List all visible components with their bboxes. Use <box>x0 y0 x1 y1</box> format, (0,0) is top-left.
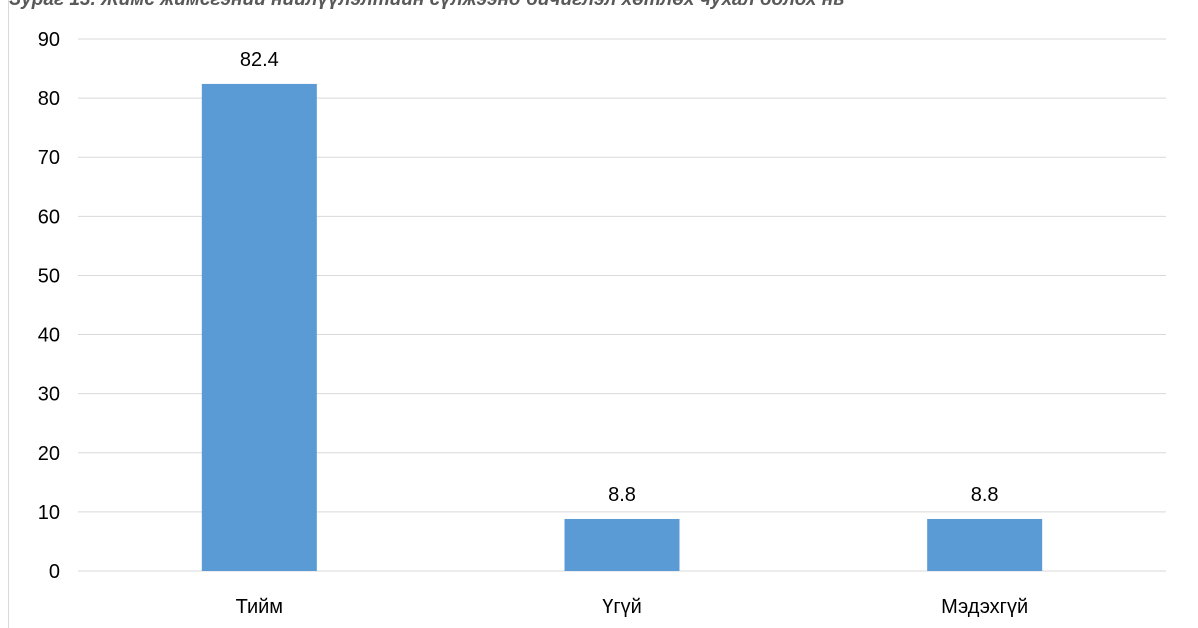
data-label: 82.4 <box>240 49 279 71</box>
bars <box>201 83 1043 572</box>
data-label: 8.8 <box>608 484 636 506</box>
y-tick-label: 50 <box>38 265 60 287</box>
bar-0 <box>201 83 317 572</box>
chart-frame: Зураг 13. Жимс жимсгэний нийлүүлэлтийн с… <box>8 0 1198 628</box>
y-tick-label: 60 <box>38 206 60 228</box>
data-label: 8.8 <box>971 484 999 506</box>
x-axis-ticks: Тийм Үгүй Мэдэхгүй <box>236 596 1029 618</box>
y-tick-label: 20 <box>38 443 60 465</box>
data-labels: 82.4 8.8 8.8 <box>240 49 999 506</box>
y-tick-label: 90 <box>38 29 60 51</box>
y-tick-label: 80 <box>38 88 60 110</box>
y-tick-label: 0 <box>49 561 60 583</box>
x-tick-label: Тийм <box>236 596 283 618</box>
chart-title: Зураг 13. Жимс жимсгэний нийлүүлэлтийн с… <box>9 0 1198 11</box>
bar-1 <box>564 518 680 571</box>
y-tick-label: 70 <box>38 147 60 169</box>
y-tick-label: 30 <box>38 384 60 406</box>
bar-2 <box>927 518 1043 571</box>
y-tick-label: 40 <box>38 325 60 347</box>
y-tick-label: 10 <box>38 502 60 524</box>
x-tick-label: Мэдэхгүй <box>941 596 1028 618</box>
bar-chart: 0 10 20 30 40 50 60 70 80 90 82.4 8.8 8.8 Тийм Үгүй М… <box>38 29 1166 618</box>
x-tick-label: Үгүй <box>602 596 642 618</box>
y-axis-ticks: 0 10 20 30 40 50 60 70 80 90 <box>38 29 60 583</box>
